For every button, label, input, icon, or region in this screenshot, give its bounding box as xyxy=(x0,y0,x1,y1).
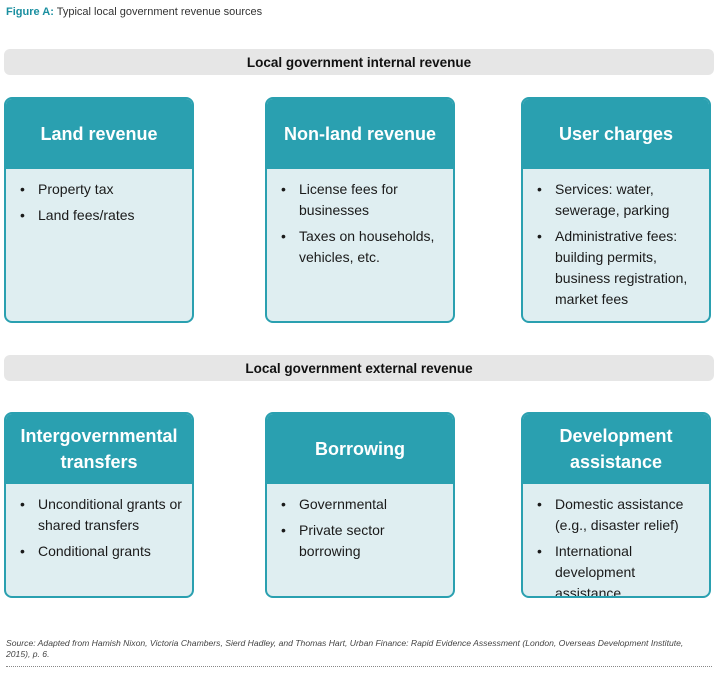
card-title-box: Non-land revenue xyxy=(267,99,453,169)
card-title-box: User charges xyxy=(523,99,709,169)
card-land-revenue: Land revenue • Property tax • Land fees/ra… xyxy=(4,97,194,323)
list-item: • Private sector borrowing xyxy=(281,522,385,559)
card-title: Borrowing xyxy=(315,439,405,459)
bullet-icon: • xyxy=(20,181,25,197)
list-item: • International development assistance xyxy=(537,543,636,598)
list-item: • Taxes on households, vehicles, etc. xyxy=(281,228,435,265)
figure-label: Figure A: xyxy=(6,6,54,18)
card-title: User charges xyxy=(558,124,674,144)
section-title: Local government external revenue xyxy=(245,360,473,376)
source-note: Source: Adapted from Hamish Nixon, Victo… xyxy=(6,638,684,659)
list-item: • Property tax xyxy=(14,179,184,200)
figure-caption: Figure A: Typical local government reven… xyxy=(6,6,262,18)
card-title-box: Development assistance xyxy=(523,414,709,484)
bullet-icon: • xyxy=(537,181,542,197)
card-title-box: Intergovernmental transfers xyxy=(6,414,192,484)
card-title-box: Land revenue xyxy=(6,99,192,169)
bullet-icon: • xyxy=(20,543,25,559)
list-item: • Governmental xyxy=(275,494,445,515)
bullet-icon: • xyxy=(281,522,286,538)
bullet-icon: • xyxy=(281,496,286,512)
list-item: • Domestic assistance (e.g., disaster rel… xyxy=(537,496,684,533)
card-title: Land revenue xyxy=(40,124,158,144)
list-item: • Administrative fees: building permits, … xyxy=(537,228,688,307)
card-development-assistance: Development assistance • Domestic assista… xyxy=(521,412,711,598)
bullet-icon: • xyxy=(281,228,286,244)
card-title: Development assistance xyxy=(559,426,673,472)
figure-title: Typical local government revenue sources xyxy=(56,6,263,18)
footer-divider xyxy=(6,666,712,667)
card-user-charges: User charges • Services: water, sewerage,… xyxy=(521,97,711,323)
card-borrowing: Borrowing • Governmental • Private sector … xyxy=(265,412,455,598)
section-bar-internal: Local government internal revenue xyxy=(4,49,714,75)
list-item: • License fees for businesses xyxy=(281,181,398,218)
bullet-icon: • xyxy=(537,496,542,512)
bullet-icon: • xyxy=(281,181,286,197)
card-item-list: • Property tax • Land fees/rates xyxy=(6,169,192,237)
list-item: • Land fees/rates xyxy=(14,205,184,226)
card-intergovernmental-transfers: Intergovernmental transfers • Uncondition… xyxy=(4,412,194,598)
bullet-icon: • xyxy=(537,543,542,559)
section-title: Local government internal revenue xyxy=(246,54,472,70)
list-item: • Services: water, sewerage, parking xyxy=(537,181,670,218)
card-item-list: • Governmental • Private sector borrowing xyxy=(267,484,453,573)
card-item-list: • Unconditional grants or shared transfer… xyxy=(6,484,192,573)
card-item-list: • Services: water, sewerage, parking • Adm… xyxy=(523,169,709,321)
card-title: Non-land revenue xyxy=(283,124,437,144)
card-item-list: • Domestic assistance (e.g., disaster rel… xyxy=(523,484,709,598)
list-item: • Conditional grants xyxy=(14,541,184,562)
bullet-icon: • xyxy=(20,496,25,512)
section-bar-external: Local government external revenue xyxy=(4,355,714,381)
card-non-land-revenue: Non-land revenue • License fees for busin… xyxy=(265,97,455,323)
list-item: • Unconditional grants or shared transfer… xyxy=(20,496,182,533)
card-item-list: • License fees for businesses • Taxes on h… xyxy=(267,169,453,279)
bullet-icon: • xyxy=(537,228,542,244)
bullet-icon: • xyxy=(20,207,25,223)
card-title: Intergovernmental transfers xyxy=(20,426,178,472)
card-title-box: Borrowing xyxy=(267,414,453,484)
